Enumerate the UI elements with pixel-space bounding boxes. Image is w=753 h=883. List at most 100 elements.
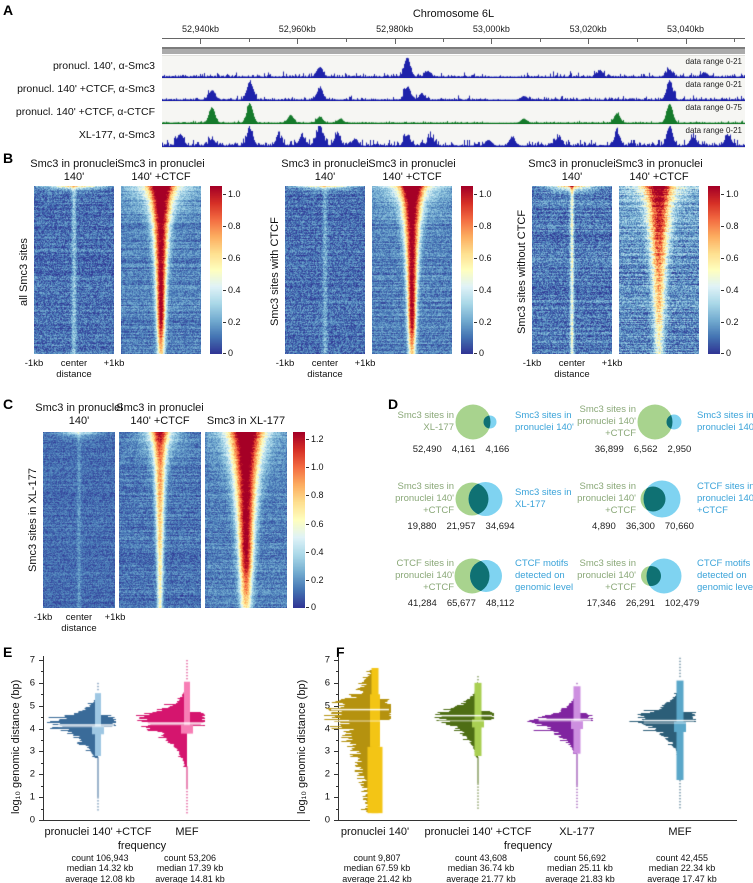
- track-row: pronucl. 140' +CTCF, α-Smc3 data range 0…: [0, 78, 745, 101]
- venn-right-label: Smc3 sites in XL-177: [515, 487, 572, 510]
- venn-right-label: CTCF sites in pronuclei 140' +CTCF: [697, 481, 753, 516]
- heatmap-group-without-ctcf: Smc3 sites without CTCF Smc3 in pronucle…: [516, 152, 753, 392]
- data-range-label: data range 0-75: [685, 103, 743, 112]
- venn-smc3-ctcf-vs-pronuclei: Smc3 sites in pronuclei 140' +CTCF Smc3 …: [574, 402, 753, 455]
- heatmap-canvas: [205, 432, 287, 608]
- category-label: MEF: [175, 826, 199, 838]
- violin-stats: count 56,692 median 25.11 kb average 21.83…: [545, 853, 615, 883]
- track-signal: [162, 79, 745, 101]
- data-range-label: data range 0-21: [685, 57, 743, 66]
- coordinate-ruler: 52,940kb 52,960kb 52,980kb 53,000kb 53,020kb…: [162, 24, 745, 45]
- track-label: pronucl. 140', α-Smc3: [52, 60, 155, 72]
- heatmap-title: Smc3 in pronuclei 140': [30, 157, 118, 183]
- venn-ctcf-sites-vs-motifs: CTCF sites in pronuclei 140' +CTCF CTCF …: [392, 556, 592, 609]
- heatmap-title: Smc3 in pronuclei 140': [528, 157, 616, 183]
- venn-counts: 36,899 6,562 2,950: [594, 444, 692, 455]
- venn-right-label: Smc3 sites in pronuclei 140': [515, 410, 574, 433]
- violin-stats: count 42,455 median 22.34 kb average 17.47…: [647, 853, 717, 883]
- heatmap-title: Smc3 in pronuclei 140': [35, 401, 123, 427]
- chromosome-bar: [162, 47, 745, 54]
- panel-d-label: D: [388, 396, 399, 412]
- heatmap-canvas: [372, 186, 452, 354]
- category-label: pronuclei 140' +CTCF: [424, 826, 532, 838]
- violin-stats: count 43,608 median 36.74 kb average 21.77…: [446, 853, 516, 883]
- venn-left-label: Smc3 sites in pronuclei 140' +CTCF: [577, 481, 636, 516]
- genome-tracks: pronucl. 140', α-Smc3 data range 0-21 pr…: [0, 55, 745, 148]
- heatmap-title: Smc3 in pronuclei 140' +CTCF: [368, 157, 456, 183]
- category-label: MEF: [668, 826, 692, 838]
- category-label: XL-177: [559, 826, 595, 838]
- y-axis-line: [43, 656, 44, 820]
- panel-e-label: E: [3, 644, 13, 660]
- panel-f-label: F: [336, 644, 345, 660]
- chromosome-title: Chromosome 6L: [412, 8, 495, 20]
- x-axis-label: frequency: [117, 840, 167, 852]
- track-label: XL-177, α-Smc3: [78, 129, 155, 141]
- heatmap-group-with-ctcf: Smc3 sites with CTCF Smc3 in pronuclei 14…: [269, 152, 511, 392]
- heatmap-canvas: [121, 186, 201, 354]
- heatmap-row-label: Smc3 sites without CTCF: [516, 209, 528, 335]
- violin-pronuclei-ctcf: [426, 655, 530, 821]
- heatmap-canvas: [34, 186, 114, 354]
- track-row: XL-177, α-Smc3 data range 0-21: [0, 124, 745, 148]
- venn-left-label: Smc3 sites in pronuclei 140' +CTCF: [577, 404, 636, 439]
- heatmap-row-label: Smc3 sites with CTCF: [269, 217, 281, 327]
- violin-mef: [628, 655, 732, 821]
- violin-stats: count 9,807 median 67.59 kb average 21.42 …: [342, 853, 412, 883]
- track-label: pronucl. 140' +CTCF, α-CTCF: [15, 106, 155, 118]
- panel-a-label: A: [3, 2, 14, 18]
- x-axis-label: frequency: [503, 840, 553, 852]
- venn-diagram: [454, 558, 502, 594]
- colorbar: 1.0 0.8 0.6 0.4 0.2 0: [210, 186, 254, 358]
- violin-mef: [135, 655, 239, 821]
- violin-xl177: [525, 655, 629, 821]
- category-label: pronuclei 140' +CTCF: [44, 826, 152, 838]
- panel-b-label: B: [3, 150, 14, 166]
- venn-right-label: CTCF motifs detected on genomic level: [515, 558, 574, 593]
- venn-diagram: [455, 482, 503, 516]
- heatmap-group-xl177: Smc3 sites in XL-177 Smc3 in pronuclei 14…: [27, 396, 349, 646]
- heatmap-title: Smc3 in XL-177: [206, 414, 286, 427]
- venn-diagram: [455, 404, 497, 440]
- heatmap-canvas: [532, 186, 612, 354]
- venn-right-label: Smc3 sites in pronuclei 140': [697, 410, 753, 433]
- data-range-label: data range 0-21: [685, 126, 743, 135]
- track-signal: [162, 125, 745, 147]
- venn-smc3-vs-ctcf-sites: Smc3 sites in pronuclei 140' +CTCF CTCF …: [574, 479, 753, 532]
- panel-c-label: C: [3, 396, 14, 412]
- heatmap-canvas: [43, 432, 115, 608]
- venn-left-label: Smc3 sites in XL-177: [397, 410, 455, 433]
- colorbar: 1.0 0.8 0.6 0.4 0.2 0: [461, 186, 505, 358]
- track-plot: data range 0-21: [162, 124, 745, 148]
- venn-smc3-vs-ctcf-motifs: Smc3 sites in pronuclei 140' +CTCF CTCF …: [574, 556, 753, 609]
- heatmap-canvas: [619, 186, 699, 354]
- venn-counts: 17,346 26,291 102,479: [586, 598, 700, 609]
- heatmap-title: Smc3 in pronuclei 140': [281, 157, 369, 183]
- venn-right-label: CTCF motifs detected on genomic level: [697, 558, 753, 593]
- colorbar: 1.0 0.8 0.6 0.4 0.2 0: [708, 186, 752, 358]
- track-plot: data range 0-75: [162, 101, 745, 124]
- heatmap-title: Smc3 in pronuclei 140' +CTCF: [116, 401, 204, 427]
- track-row: pronucl. 140', α-Smc3 data range 0-21: [0, 55, 745, 78]
- heatmap-canvas: [119, 432, 201, 608]
- track-signal: [162, 56, 745, 78]
- track-signal: [162, 102, 745, 124]
- violin-stats: count 106,943 median 14.32 kb average 12.0…: [65, 853, 135, 883]
- heatmap-row-label: all Smc3 sites: [18, 238, 30, 306]
- venn-left-label: CTCF sites in pronuclei 140' +CTCF: [395, 558, 454, 593]
- venn-left-label: Smc3 sites in pronuclei 140' +CTCF: [395, 481, 454, 516]
- heatmap-canvas: [285, 186, 365, 354]
- violin-pronuclei: [323, 655, 427, 821]
- venn-diagram: [640, 480, 681, 518]
- data-range-label: data range 0-21: [685, 80, 743, 89]
- violin-stats: count 53,206 median 17.39 kb average 14.81…: [155, 853, 225, 883]
- track-plot: data range 0-21: [162, 78, 745, 101]
- venn-diagram: [641, 558, 682, 594]
- violin-pronuclei-ctcf: [46, 655, 150, 821]
- colorbar: 1.2 1.0 0.8 0.6 0.4 0.2 0: [293, 432, 337, 612]
- track-row: pronucl. 140' +CTCF, α-CTCF data range 0…: [0, 101, 745, 124]
- venn-counts: 52,490 4,161 4,166: [412, 444, 510, 455]
- venn-diagram: [637, 404, 682, 440]
